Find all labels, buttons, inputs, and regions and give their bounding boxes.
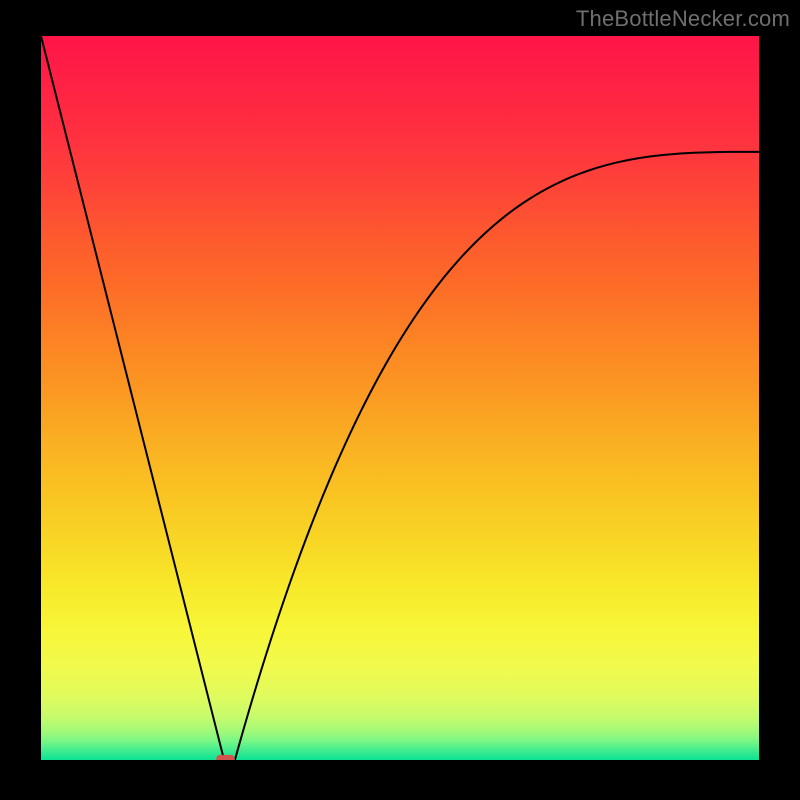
gradient-background [41,36,759,760]
plot-area [41,36,759,760]
minimum-marker [216,755,235,760]
watermark-text: TheBottleNecker.com [576,6,790,32]
outer-frame: TheBottleNecker.com [0,0,800,800]
plot-svg [41,36,759,760]
